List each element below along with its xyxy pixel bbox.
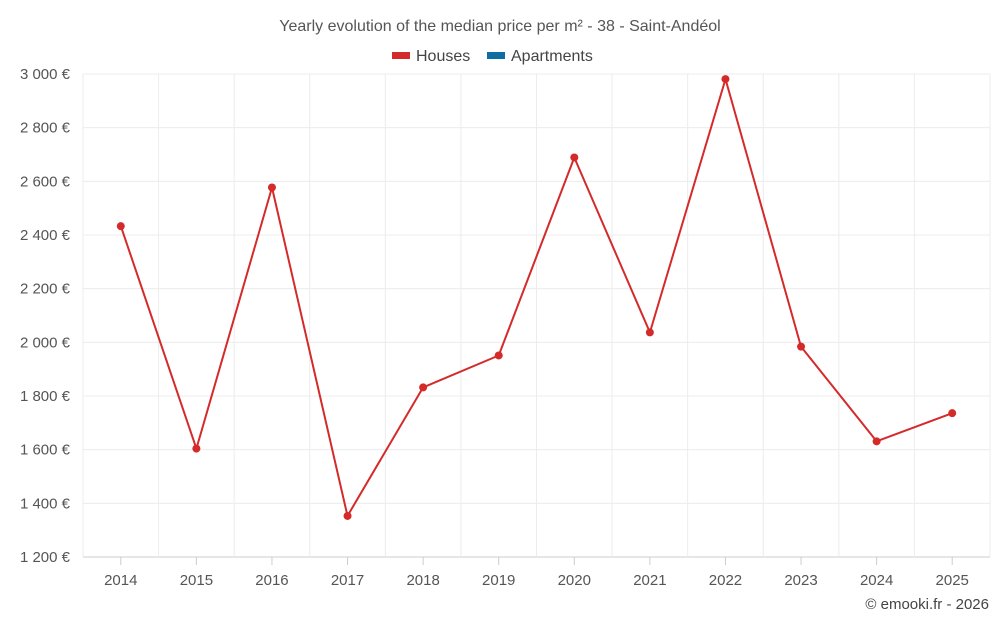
y-tick-label: 2 600 € (20, 173, 71, 190)
y-tick-label: 2 400 € (20, 227, 71, 244)
x-tick-label: 2016 (255, 572, 288, 589)
legend-label-apartments[interactable]: Apartments (511, 48, 593, 65)
y-tick-label: 1 600 € (20, 442, 71, 459)
houses-point-2021[interactable] (645, 328, 654, 337)
houses-point-2016[interactable] (267, 183, 276, 192)
x-tick-label: 2024 (860, 572, 893, 589)
chart-title: Yearly evolution of the median price per… (279, 18, 720, 35)
x-axis: 2014 2015 2016 2017 2018 2019 2020 2021 2022 2023… (104, 557, 969, 589)
houses-point-2025[interactable] (948, 409, 957, 418)
credit-text: © emooki.fr - 2026 (865, 596, 989, 613)
legend-label-houses[interactable]: Houses (416, 48, 470, 65)
x-tick-label: 2020 (558, 572, 591, 589)
x-tick-label: 2023 (784, 572, 817, 589)
y-tick-label: 2 000 € (20, 334, 71, 351)
houses-point-2020[interactable] (570, 153, 579, 162)
x-tick-label: 2019 (482, 572, 515, 589)
x-tick-label: 2014 (104, 572, 137, 589)
x-tick-label: 2021 (633, 572, 666, 589)
legend-swatch-houses (392, 52, 410, 59)
y-tick-label: 3 000 € (20, 66, 71, 83)
x-tick-label: 2015 (180, 572, 213, 589)
y-tick-label: 1 400 € (20, 495, 71, 512)
y-tick-label: 2 200 € (20, 281, 71, 298)
houses-point-2022[interactable] (721, 75, 730, 84)
y-tick-label: 1 200 € (20, 549, 71, 566)
x-tick-label: 2025 (936, 572, 969, 589)
x-tick-label: 2017 (331, 572, 364, 589)
y-tick-label: 1 800 € (20, 388, 71, 405)
houses-point-2023[interactable] (797, 342, 806, 351)
houses-point-2019[interactable] (494, 351, 503, 360)
houses-point-2018[interactable] (419, 383, 428, 392)
houses-line (119, 78, 953, 517)
series-houses (116, 75, 957, 520)
x-tick-label: 2018 (406, 572, 439, 589)
x-tick-label: 2022 (709, 572, 742, 589)
y-axis: 1 200 € 1 400 € 1 600 € 1 800 € 2 000 € 2 200… (20, 66, 71, 566)
houses-point-2014[interactable] (116, 222, 125, 231)
grid (82, 73, 991, 558)
y-tick-label: 2 800 € (20, 120, 71, 137)
houses-point-2024[interactable] (872, 437, 881, 446)
houses-point-2017[interactable] (343, 511, 352, 520)
houses-point-2015[interactable] (192, 444, 201, 453)
legend-swatch-apartments (487, 52, 505, 59)
legend: Houses Apartments (392, 48, 593, 65)
